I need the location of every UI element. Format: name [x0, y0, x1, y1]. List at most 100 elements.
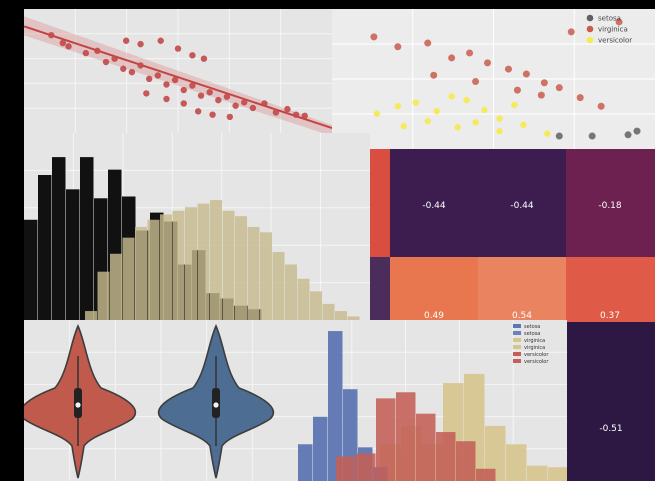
- scatter-point-36: [163, 95, 170, 103]
- setosa-point-1: [555, 132, 563, 140]
- scatter-point-34: [200, 55, 208, 62]
- violin-plot: [24, 320, 298, 481]
- scatter-point-8: [120, 65, 127, 72]
- heatmap-cell-2-4: [566, 257, 655, 322]
- legend-label-4: virginica: [524, 345, 545, 351]
- setosa-point-2: [588, 132, 596, 140]
- legend-label-5: versicolor: [524, 352, 549, 358]
- heatmap-cell-2-3: [478, 257, 566, 322]
- scatter-point-10: [137, 62, 144, 69]
- versicolor-bar-8: [476, 468, 496, 481]
- legend-swatch-2: [513, 331, 521, 335]
- heatmap-value-1-3: -0.18: [598, 201, 622, 211]
- stacked-histogram: setosasetosavirginicavirginicaversicolor…: [298, 320, 567, 481]
- virginica-point-13: [430, 71, 438, 79]
- versicolor-point-6: [463, 96, 470, 104]
- virginica-point-4: [448, 54, 456, 62]
- setosa-point-3: [624, 131, 632, 139]
- light-bar-18: [272, 251, 285, 320]
- virginica-point-11: [576, 94, 584, 102]
- versicolor-point-12: [454, 124, 461, 131]
- confidence-band: [24, 16, 332, 133]
- heatmap-cell-2-1: [370, 257, 390, 322]
- light-bar-16: [247, 226, 260, 320]
- versicolor-point-11: [424, 117, 431, 125]
- violin-median-1: [75, 402, 81, 408]
- scatter-point-17: [197, 92, 205, 99]
- versicolor-point-7: [481, 106, 488, 114]
- dark-bar-2: [38, 175, 52, 320]
- correlation-heatmap-lower: -0.51: [567, 322, 655, 481]
- legend-label-1: setosa: [524, 324, 540, 330]
- scatter-point-28: [301, 112, 308, 120]
- scatter-point-26: [284, 105, 291, 113]
- legend-swatch-4: [513, 345, 521, 349]
- regression-line: [24, 25, 332, 129]
- heatmap-value-3-3: -0.51: [599, 424, 622, 434]
- dark-bar-3: [52, 157, 66, 320]
- heatmap-value-1-2: -0.44: [510, 201, 534, 211]
- heatmap-cell-1-3: [478, 149, 566, 257]
- virginica-point-1: [370, 33, 378, 41]
- heatmap-cell-2-2: [390, 257, 478, 322]
- legend-swatch-6: [513, 359, 521, 363]
- overlapping-histogram: [24, 133, 370, 320]
- light-bar-4: [97, 271, 110, 320]
- scatter-point-18: [206, 89, 213, 96]
- legend-label-6: versicolor: [524, 359, 549, 365]
- legend-label-3: virginica: [524, 338, 545, 344]
- light-bar-15: [235, 216, 247, 320]
- light-bar-17: [260, 232, 272, 320]
- virginica-bar-6: [485, 425, 506, 481]
- heatmap-value-1-1: -0.44: [422, 201, 446, 211]
- light-bar-19: [285, 264, 297, 320]
- light-bar-9: [160, 214, 172, 320]
- heatmap-lower-panel: -0.51: [567, 322, 655, 481]
- scatter-point-30: [137, 40, 144, 48]
- versicolor-point-3: [412, 99, 419, 106]
- legend-marker-virginica: [586, 25, 594, 33]
- bottom-histogram-panel: setosa setosa virginica virginica versicolor…: [298, 320, 567, 481]
- virginica-point-17: [615, 18, 623, 26]
- violin-panel: [24, 320, 298, 481]
- virginica-point-12: [597, 102, 605, 110]
- legend-label-virginica: virginica: [598, 26, 628, 34]
- light-bar-22: [322, 303, 335, 320]
- legend-marker-versicolor: [586, 36, 594, 44]
- heatmap-lower-cell: [567, 322, 655, 481]
- correlation-heatmap: -0.44 -0.44 -0.18 0.49 0.54 0.37: [370, 149, 655, 322]
- virginica-point-9: [540, 79, 548, 87]
- dark-bar-5: [80, 157, 94, 320]
- dark-bar-1: [24, 219, 38, 320]
- scatter-point-38: [194, 108, 202, 115]
- scatter-point-5: [94, 47, 101, 55]
- versicolor-point-1: [373, 110, 381, 117]
- scatter-point-6: [102, 58, 110, 66]
- versicolor-point-9: [511, 101, 518, 109]
- scatter-point-24: [261, 100, 268, 107]
- versicolor-bar-6: [436, 432, 456, 481]
- light-bar-20: [297, 278, 310, 320]
- virginica-point-8: [522, 70, 530, 78]
- virginica-bar-9: [548, 467, 567, 481]
- versicolor-point-16: [544, 130, 551, 137]
- versicolor-point-5: [448, 93, 455, 100]
- scatter-point-15: [180, 86, 187, 94]
- light-bar-8: [147, 219, 160, 320]
- heatmap-cell-1-2: [390, 149, 478, 257]
- top-right-scatter-panel: setosa virginica versicolor: [332, 9, 655, 149]
- scatter-point-37: [180, 100, 187, 107]
- light-bar-5: [110, 253, 122, 320]
- virginica-point-15: [513, 86, 521, 94]
- scatter-point-33: [189, 52, 196, 59]
- virginica-point-7: [504, 65, 512, 73]
- versicolor-bar-2: [356, 453, 376, 481]
- light-bar-6: [122, 237, 135, 320]
- virginica-point-6: [484, 59, 492, 67]
- scatter-point-16: [189, 82, 196, 89]
- violin-median-2: [213, 402, 219, 408]
- virginica-point-5: [466, 49, 474, 57]
- scatter-point-29: [122, 37, 130, 44]
- scatter-point-31: [157, 37, 164, 44]
